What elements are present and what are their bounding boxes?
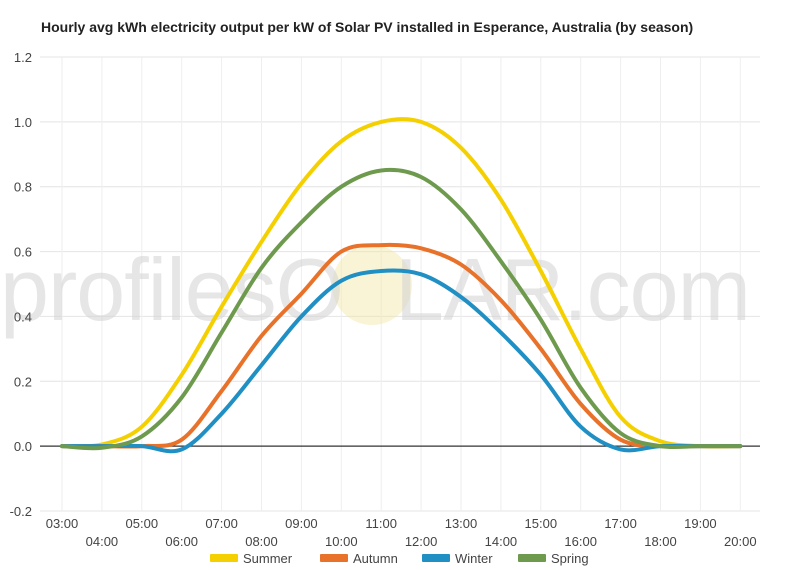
watermark: profilesO LAR.com [0, 240, 751, 339]
x-tick-label: 05:00 [126, 516, 159, 531]
x-tick-label: 11:00 [365, 516, 397, 531]
y-tick-label: 0.0 [14, 439, 32, 454]
legend-label-winter: Winter [455, 551, 493, 566]
legend-swatch-winter [422, 554, 450, 562]
x-tick-label: 06:00 [165, 534, 198, 549]
x-tick-label: 09:00 [285, 516, 318, 531]
x-tick-label: 19:00 [684, 516, 717, 531]
series-lines [60, 117, 743, 454]
legend: Summer Autumn Winter Spring [210, 551, 589, 566]
legend-label-spring: Spring [551, 551, 589, 566]
watermark-text-left: profilesO [0, 240, 343, 339]
series-line-spring [60, 167, 743, 451]
y-tick-label: -0.2 [10, 504, 32, 519]
y-tick-label: 0.4 [14, 309, 32, 324]
y-tick-label: 0.2 [14, 374, 32, 389]
grid-lines [40, 56, 760, 512]
legend-swatch-summer [210, 554, 238, 562]
x-tick-label: 07:00 [205, 516, 238, 531]
x-tick-label: 15:00 [525, 516, 558, 531]
legend-label-summer: Summer [243, 551, 293, 566]
x-tick-label: 17:00 [604, 516, 637, 531]
series-line-summer [60, 117, 743, 449]
y-tick-label: 1.2 [14, 50, 32, 65]
x-tick-label: 13:00 [445, 516, 478, 531]
x-tick-label: 04:00 [86, 534, 119, 549]
x-tick-label: 16:00 [564, 534, 597, 549]
legend-label-autumn: Autumn [353, 551, 398, 566]
watermark-sun-icon [332, 245, 412, 325]
series-line-autumn [60, 242, 743, 449]
x-tick-label: 18:00 [644, 534, 677, 549]
x-tick-label: 03:00 [46, 516, 79, 531]
watermark-text-right: LAR.com [395, 240, 750, 339]
y-tick-label: 0.6 [14, 245, 32, 260]
x-tick-label: 20:00 [724, 534, 757, 549]
legend-swatch-autumn [320, 554, 348, 562]
legend-swatch-spring [518, 554, 546, 562]
y-tick-label: 0.8 [14, 180, 32, 195]
x-tick-label: 10:00 [325, 534, 358, 549]
x-tick-label: 14:00 [485, 534, 518, 549]
series-line-winter [60, 268, 743, 454]
y-tick-label: 1.0 [14, 115, 32, 130]
x-tick-label: 12:00 [405, 534, 438, 549]
chart-title: Hourly avg kWh electricity output per kW… [41, 19, 694, 35]
x-tick-label: 08:00 [245, 534, 278, 549]
axes: -0.2 0.0 0.2 0.4 0.6 0.8 1.0 1.2 03:00 04:00 05:00… [10, 50, 760, 549]
